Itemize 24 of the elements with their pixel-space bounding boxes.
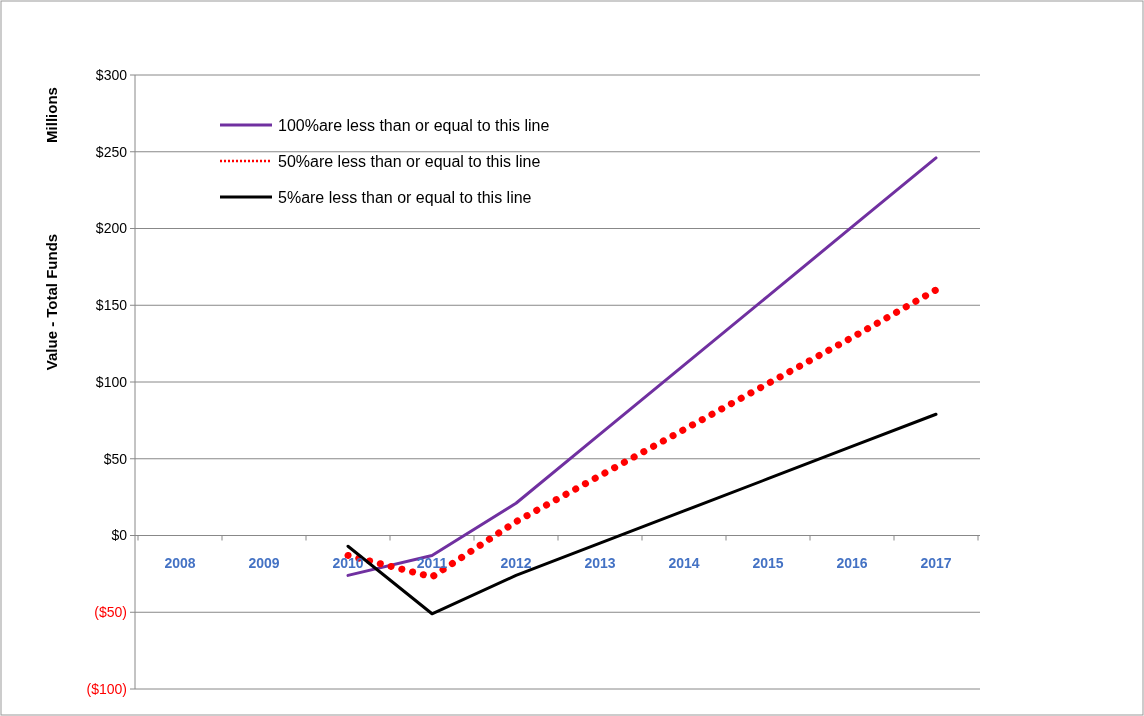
x-tick-label: 2008 — [164, 554, 196, 571]
y-tick-label: $0 — [111, 527, 128, 544]
legend-label: 100%are less than or equal to this line — [278, 116, 550, 134]
x-tick-label: 2017 — [920, 554, 952, 571]
y-tick-label: $200 — [95, 220, 128, 237]
x-tick-label: 2012 — [500, 554, 532, 571]
x-tick-label: 2014 — [668, 554, 700, 571]
x-tick-label: 2015 — [752, 554, 784, 571]
x-tick-label: 2013 — [584, 554, 616, 571]
y-tick-label: ($100) — [86, 680, 127, 697]
x-tick-label: 2011 — [416, 554, 448, 571]
legend-label: 50%are less than or equal to this line — [278, 152, 541, 170]
y-tick-label: $250 — [95, 143, 128, 160]
y-tick-label: $50 — [103, 450, 128, 467]
y-tick-label: $150 — [95, 297, 128, 314]
x-tick-label: 2010 — [332, 554, 364, 571]
x-tick-label: 2009 — [248, 554, 280, 571]
y-tick-label: ($50) — [94, 604, 127, 621]
y-axis-title: Value - Total Funds — [43, 233, 60, 371]
text: Millions — [43, 87, 60, 143]
y-tick-label: $100 — [95, 373, 128, 390]
legend-label: 5%are less than or equal to this line — [278, 188, 532, 206]
y-tick-label: $300 — [95, 66, 128, 83]
x-tick-label: 2016 — [836, 554, 868, 571]
